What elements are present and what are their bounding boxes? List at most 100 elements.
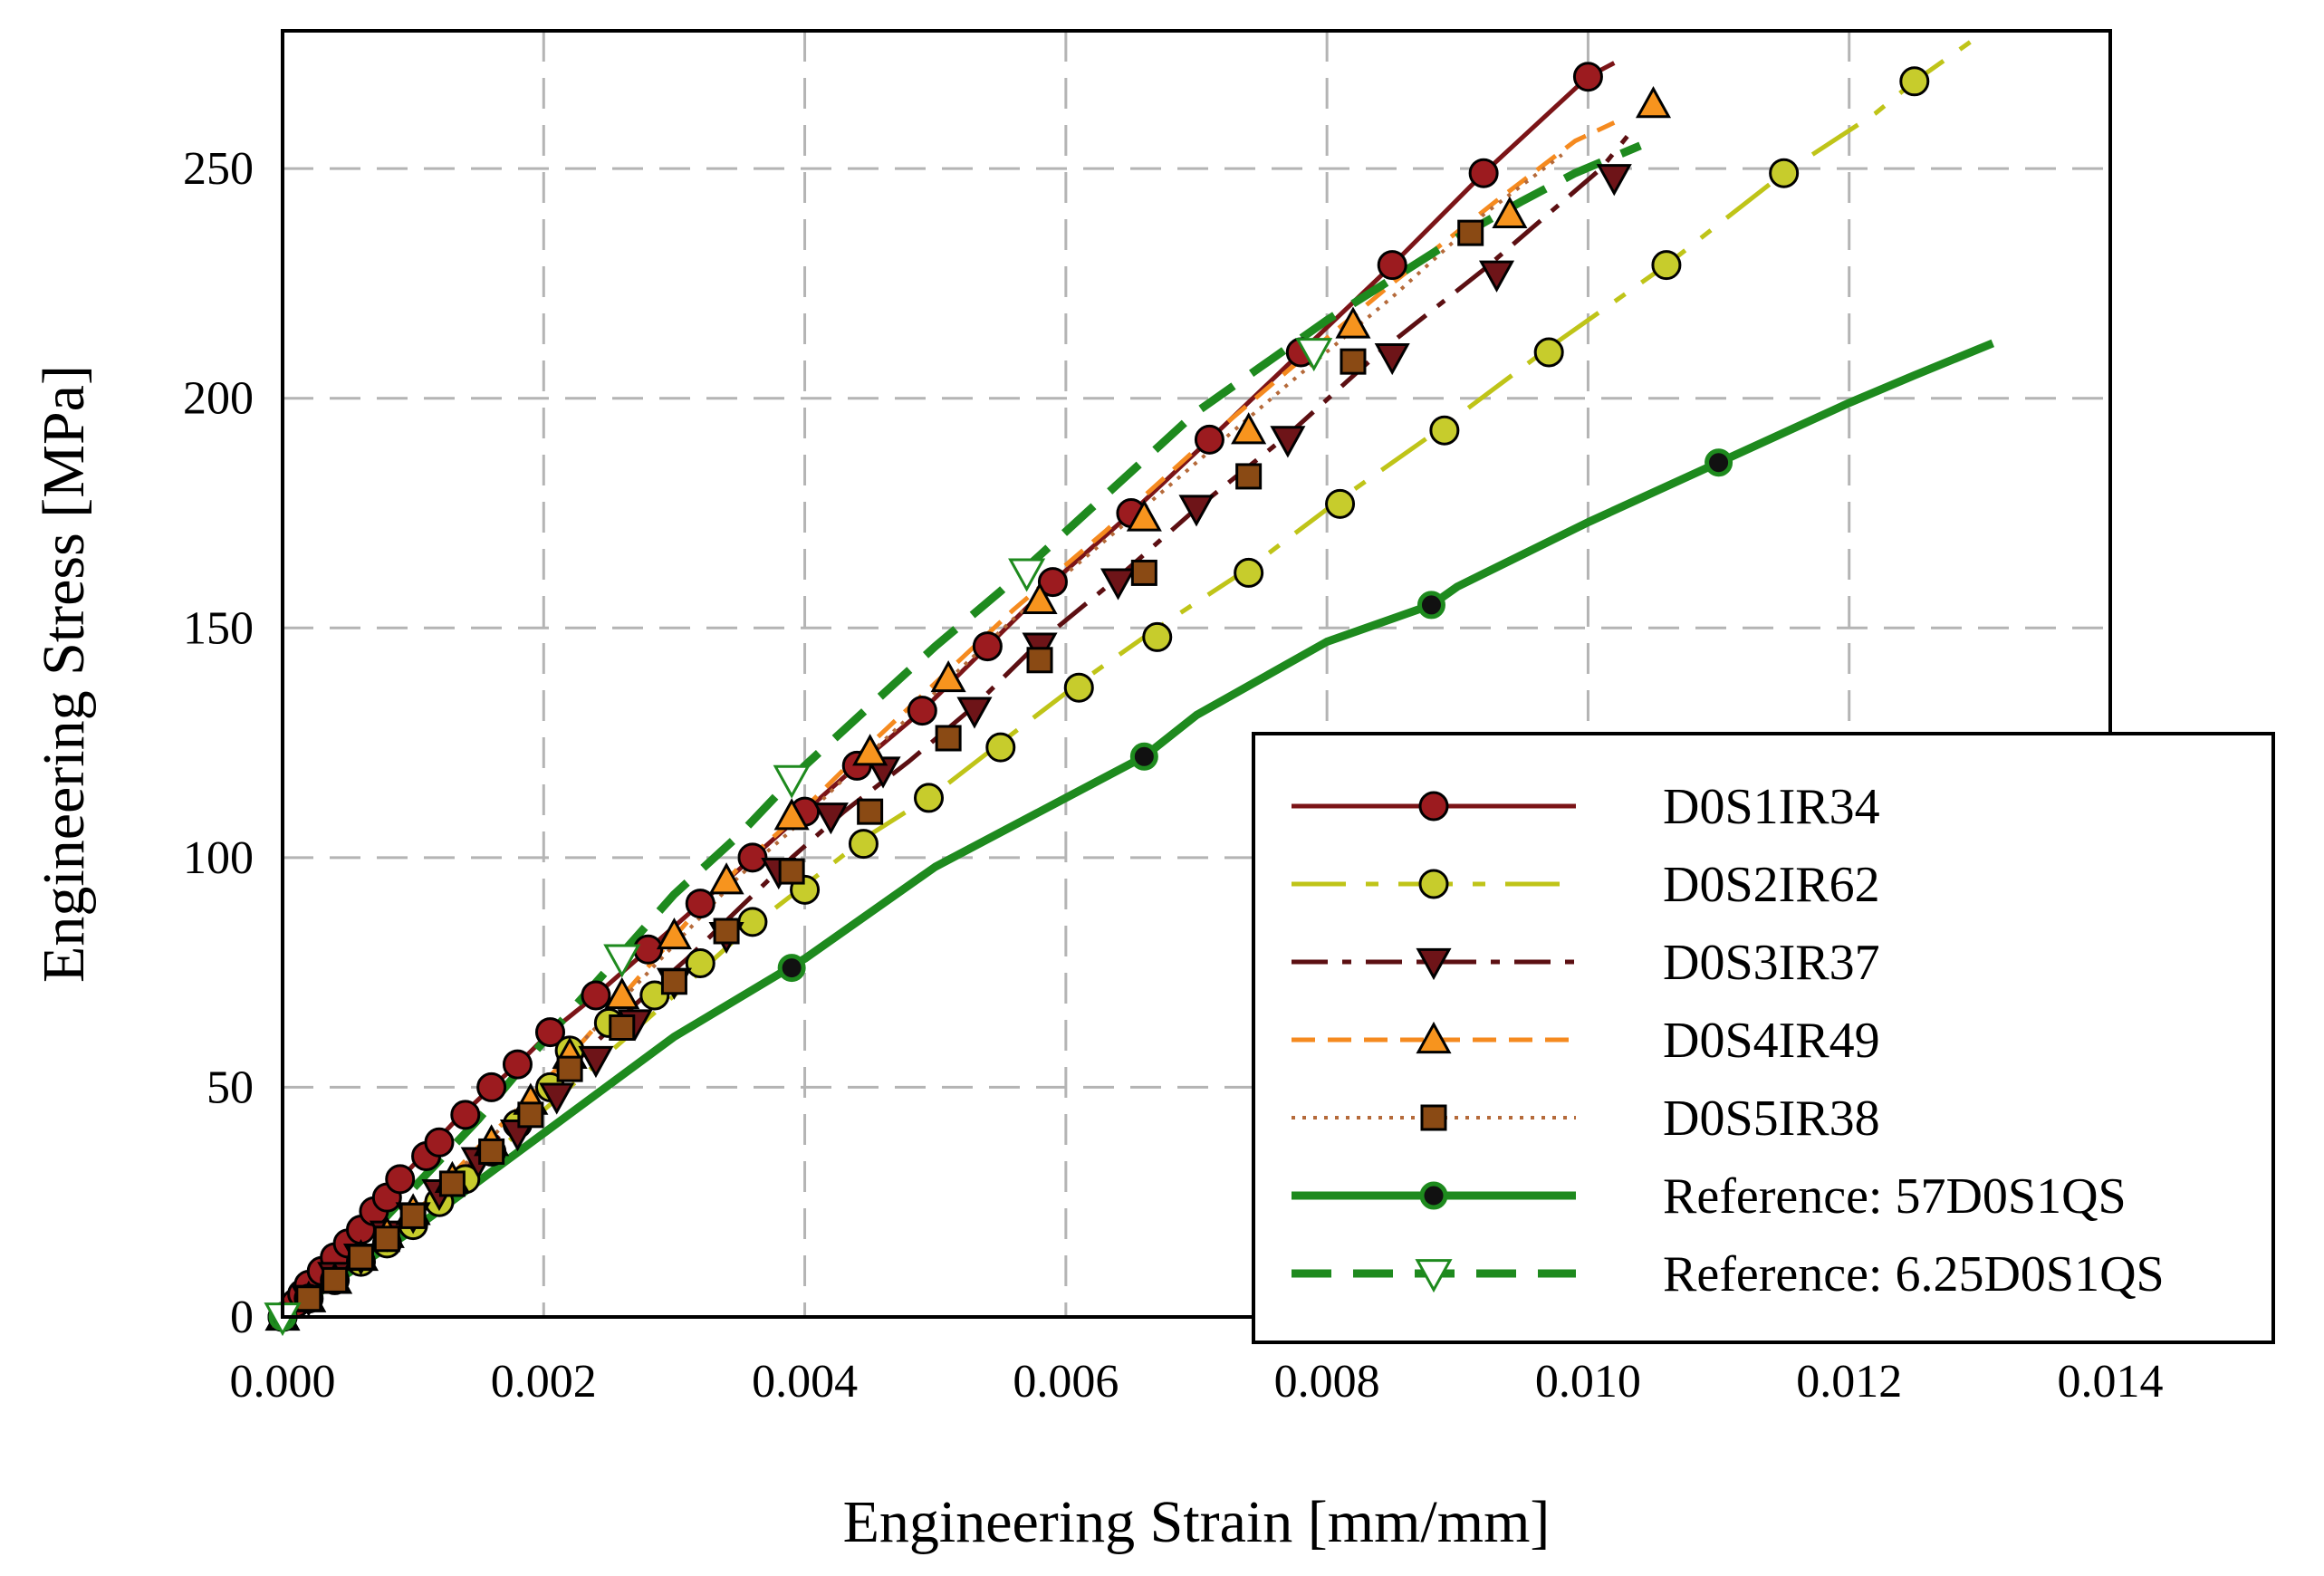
data-point — [556, 1055, 583, 1082]
series-line-2 — [283, 135, 1629, 1317]
legend-marker-6 — [1415, 1259, 1453, 1293]
x-tick-label: 0.006 — [1013, 1356, 1119, 1408]
data-point — [1335, 306, 1371, 339]
data-point — [935, 725, 962, 752]
data-point — [603, 944, 641, 978]
data-point — [609, 1014, 636, 1041]
data-point — [1596, 164, 1632, 197]
x-tick-label: 0.002 — [491, 1356, 597, 1408]
x-axis-title: Engineering Strain [mm/mm] — [843, 1489, 1551, 1555]
data-point — [1492, 196, 1528, 228]
x-tick-label: 0.010 — [1535, 1356, 1641, 1408]
data-point — [1416, 591, 1445, 620]
data-point — [713, 918, 740, 945]
data-point — [914, 783, 945, 813]
data-point — [1374, 342, 1410, 376]
grid-lines — [283, 31, 2110, 1317]
data-point — [385, 1164, 416, 1195]
legend-label-2: D0S3IR37 — [1663, 935, 1880, 991]
data-point — [478, 1138, 505, 1165]
data-point — [1008, 558, 1046, 592]
data-point — [450, 1100, 481, 1130]
x-tick-label: 0.000 — [230, 1356, 336, 1408]
data-point — [1377, 250, 1407, 281]
data-point — [930, 659, 966, 693]
data-point — [956, 697, 993, 729]
data-point — [581, 980, 611, 1011]
data-point — [1295, 338, 1333, 372]
y-tick-label: 50 — [206, 1062, 254, 1113]
x-tick-label: 0.014 — [2058, 1356, 2164, 1408]
data-point — [1899, 66, 1930, 97]
data-point — [1325, 488, 1356, 519]
data-point — [476, 1071, 507, 1102]
x-tick-label: 0.004 — [752, 1356, 858, 1408]
data-point — [1234, 557, 1264, 588]
data-point — [1026, 647, 1053, 674]
data-point — [633, 934, 664, 965]
data-point — [1340, 348, 1367, 375]
data-point — [1457, 219, 1484, 246]
series-line-6 — [283, 141, 1642, 1317]
y-tick-label: 250 — [183, 143, 254, 195]
data-point — [685, 889, 715, 919]
data-point — [1130, 559, 1157, 586]
data-point — [1635, 86, 1672, 119]
y-tick-label: 200 — [183, 373, 254, 425]
data-point — [985, 732, 1016, 763]
data-point — [1142, 621, 1173, 652]
data-point — [1100, 568, 1137, 601]
data-point — [578, 1045, 614, 1079]
y-tick-label: 100 — [183, 832, 254, 884]
data-point — [534, 1017, 565, 1048]
data-point — [1572, 62, 1603, 92]
data-point — [1533, 337, 1564, 368]
data-point — [660, 968, 687, 995]
legend-marker-0 — [1418, 791, 1449, 822]
data-point — [295, 1285, 322, 1312]
data-point — [1231, 412, 1267, 445]
data-point — [539, 1082, 575, 1115]
legend-label-4: D0S5IR38 — [1663, 1091, 1880, 1147]
data-point — [1126, 499, 1162, 532]
data-point — [852, 734, 888, 766]
data-point — [1235, 463, 1263, 490]
data-point — [773, 798, 810, 831]
data-point — [1022, 581, 1058, 614]
legend-marker-4 — [1420, 1104, 1447, 1131]
marker-layer — [264, 62, 1930, 1337]
data-point — [773, 764, 811, 799]
data-point — [424, 1127, 455, 1158]
data-point — [517, 1101, 544, 1129]
legend-marker-3 — [1416, 1021, 1452, 1054]
axis-labels: 0.000 0.002 0.004 0.006 0.008 0.010 0.012 0.014… — [183, 143, 2164, 1408]
data-point — [1769, 158, 1800, 188]
data-point — [1478, 260, 1515, 293]
data-point — [502, 1049, 533, 1080]
legend-marker-5 — [1419, 1181, 1448, 1210]
series-markers-4 — [269, 219, 1484, 1331]
data-point — [1063, 672, 1094, 703]
data-point — [1651, 250, 1682, 281]
data-point — [604, 976, 640, 1010]
legend-label-5: Reference: 57D0S1QS — [1663, 1168, 2127, 1225]
legend-label-3: D0S4IR49 — [1663, 1013, 1880, 1069]
legend-marker-2 — [1416, 947, 1452, 981]
data-point — [399, 1202, 427, 1229]
data-point — [1468, 158, 1499, 188]
x-tick-label: 0.008 — [1274, 1356, 1380, 1408]
data-point — [1705, 448, 1733, 477]
data-point — [1037, 567, 1068, 598]
legend-marker-1 — [1418, 869, 1449, 899]
data-point — [737, 907, 768, 937]
x-tick-label: 0.012 — [1796, 1356, 1902, 1408]
data-point — [777, 954, 806, 983]
y-tick-label: 150 — [183, 602, 254, 654]
legend: D0S1IR34 D0S2IR62 D0S3IR37 D0S4IR49 D0S5IR38… — [1252, 732, 2275, 1344]
data-point — [972, 631, 1003, 662]
data-point — [1129, 742, 1158, 771]
y-axis-title: Engineering Stress [MPa] — [31, 365, 97, 983]
data-point — [737, 842, 768, 873]
